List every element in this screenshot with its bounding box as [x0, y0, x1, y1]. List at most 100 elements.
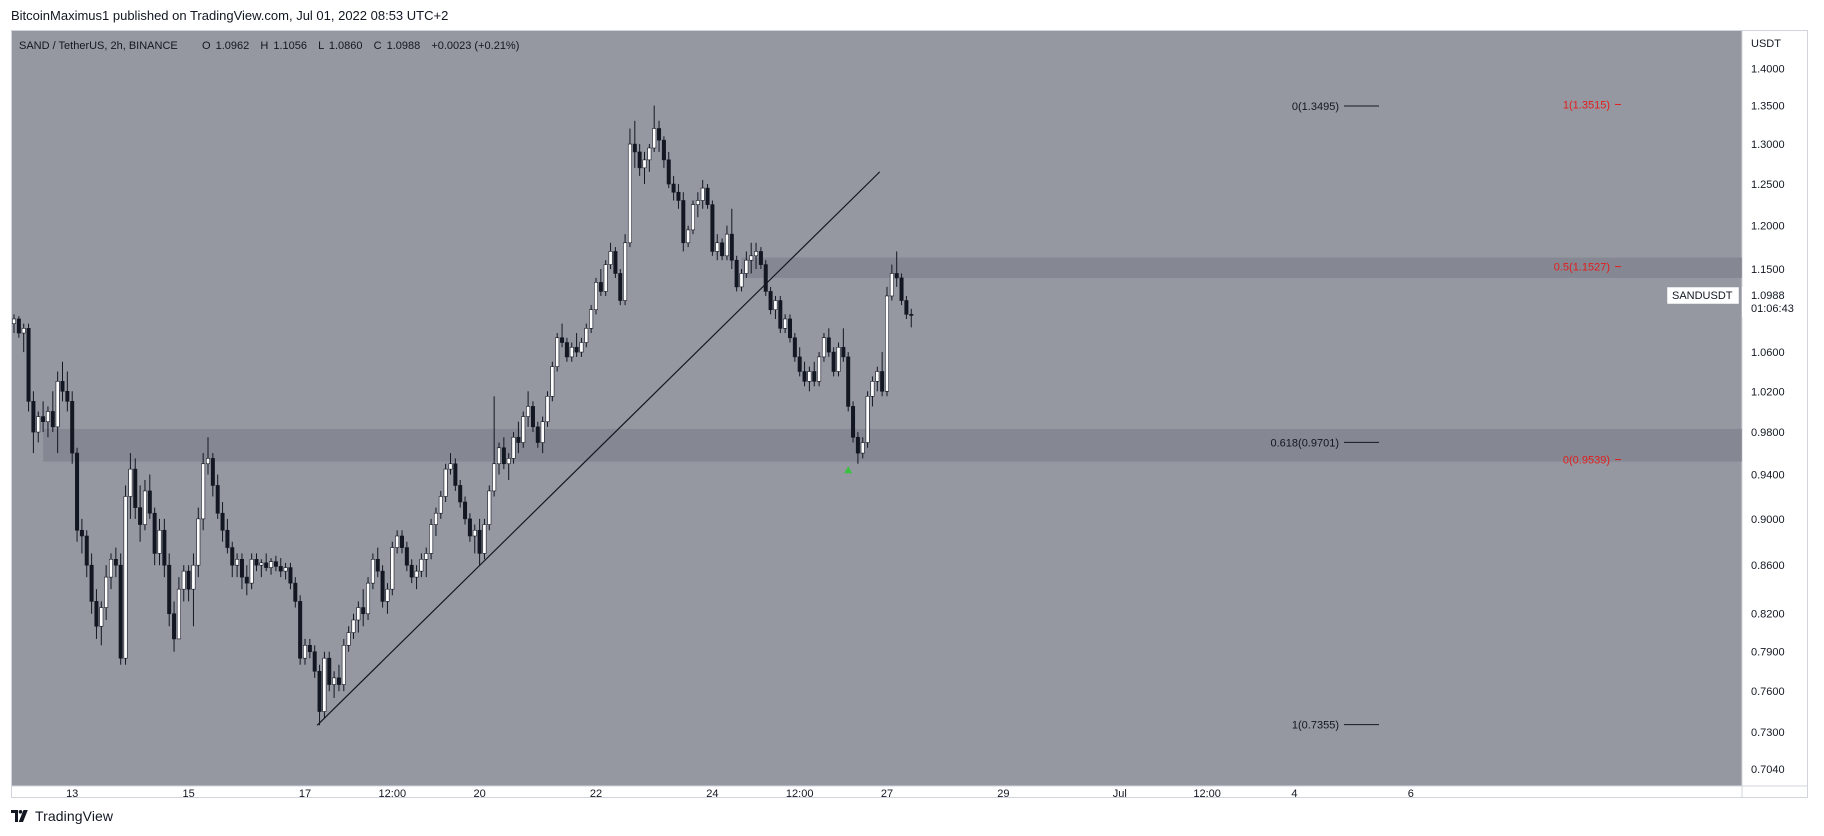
- candle-body: [894, 273, 899, 279]
- candle-body: [293, 582, 298, 602]
- candle-body: [690, 204, 695, 231]
- candle: [676, 184, 681, 209]
- candle-body: [230, 547, 235, 566]
- candle-body: [545, 396, 550, 423]
- candle-body: [812, 371, 817, 382]
- candle: [690, 200, 695, 235]
- candle-body: [608, 251, 613, 265]
- candle-body: [60, 381, 65, 392]
- candle: [336, 664, 341, 692]
- candle: [506, 453, 511, 480]
- candle: [239, 553, 244, 590]
- ohlc-legend: SAND / TetherUS, 2h, BINANCE O 1.0962 H …: [19, 40, 519, 52]
- candle-body: [99, 607, 104, 627]
- candle-body: [530, 406, 535, 428]
- candle-body: [589, 309, 594, 329]
- candle-body: [560, 337, 565, 343]
- tradingview-logo[interactable]: TradingView: [11, 808, 113, 824]
- candle: [41, 401, 46, 433]
- candle-body: [652, 128, 657, 149]
- candle-body: [361, 607, 366, 615]
- candle: [768, 286, 773, 315]
- candle: [191, 553, 196, 627]
- fib-level-label-2: 0.618(0.9701): [1271, 437, 1340, 449]
- candle: [826, 328, 831, 357]
- candle-body: [273, 561, 278, 567]
- candle-body: [797, 356, 802, 372]
- candle: [501, 437, 506, 470]
- candle-body: [336, 677, 341, 685]
- time-tick-label: 6: [1408, 788, 1414, 798]
- candle-body: [526, 406, 531, 417]
- price-tick-label: 1.2000: [1751, 221, 1785, 233]
- horizontal-zone-1: [741, 257, 1742, 278]
- plot-area[interactable]: [12, 31, 1742, 786]
- candle-body: [637, 151, 642, 169]
- candle-body: [429, 524, 434, 554]
- candle-body: [884, 295, 889, 392]
- fib-level-label-4: 1(1.3515): [1563, 99, 1610, 111]
- chart-container[interactable]: 0(1.3495) 0.618(0.9701) 1(0.7355) 1(1.3515)…: [11, 30, 1808, 798]
- candle-body: [739, 273, 744, 288]
- price-tick-label: 1.1500: [1751, 264, 1785, 276]
- candle: [273, 555, 278, 572]
- candle-body: [133, 468, 138, 508]
- candle-body: [142, 490, 147, 525]
- price-tick-label: 1.2500: [1751, 179, 1785, 191]
- candle: [157, 518, 162, 566]
- candle: [118, 553, 123, 665]
- candle-body: [821, 337, 826, 358]
- candle-body: [453, 463, 458, 486]
- candle-body: [12, 318, 17, 324]
- candle-body: [70, 401, 75, 454]
- candle: [283, 562, 288, 580]
- candle-body: [458, 485, 463, 503]
- candle-body: [516, 436, 521, 443]
- candle-body: [749, 255, 754, 261]
- candle: [249, 553, 254, 590]
- candle: [846, 352, 851, 412]
- time-tick-label: 27: [881, 788, 893, 798]
- candle-body: [724, 233, 729, 257]
- candle: [608, 242, 613, 270]
- candle: [327, 651, 332, 692]
- candle: [821, 333, 826, 362]
- candle: [181, 565, 186, 602]
- candle-body: [627, 143, 632, 244]
- candle-body: [496, 447, 501, 465]
- candle-body: [855, 436, 860, 454]
- candle: [521, 411, 526, 448]
- candle-body: [264, 562, 269, 568]
- price-tick-label: 1.3000: [1751, 139, 1785, 151]
- time-axis[interactable]: [12, 786, 1808, 798]
- candle: [560, 323, 565, 348]
- candle-body: [836, 346, 841, 372]
- candle: [579, 337, 584, 357]
- candle: [16, 316, 21, 338]
- candle: [370, 553, 375, 590]
- candle: [133, 458, 138, 519]
- candle: [70, 391, 75, 464]
- candle: [787, 314, 792, 343]
- candle-body: [632, 143, 637, 153]
- time-tick-label: 12:00: [379, 788, 407, 798]
- candle: [225, 518, 230, 554]
- candle: [686, 225, 691, 248]
- candlestick-chart[interactable]: 0(1.3495) 0.618(0.9701) 1(0.7355) 1(1.3515)…: [12, 31, 1808, 798]
- candle-body: [807, 371, 812, 382]
- price-axis[interactable]: [1742, 31, 1808, 786]
- candle: [176, 577, 181, 640]
- candle: [598, 269, 603, 296]
- price-ticks-layer: 1.4000 1.3500 1.3000 1.2500 1.2000 1.1500 1.06…: [1751, 64, 1785, 777]
- candle: [172, 601, 177, 652]
- time-tick-label: 4: [1291, 788, 1297, 798]
- price-tick-label: 0.7300: [1751, 727, 1785, 739]
- fib-level-label-6: 0(0.9539): [1563, 455, 1610, 467]
- candle: [652, 105, 657, 152]
- candle: [269, 558, 274, 575]
- candle-body: [395, 535, 400, 548]
- candle: [109, 553, 114, 590]
- candle-body: [118, 564, 123, 659]
- candle-body: [206, 458, 211, 465]
- open-label: O: [202, 40, 211, 52]
